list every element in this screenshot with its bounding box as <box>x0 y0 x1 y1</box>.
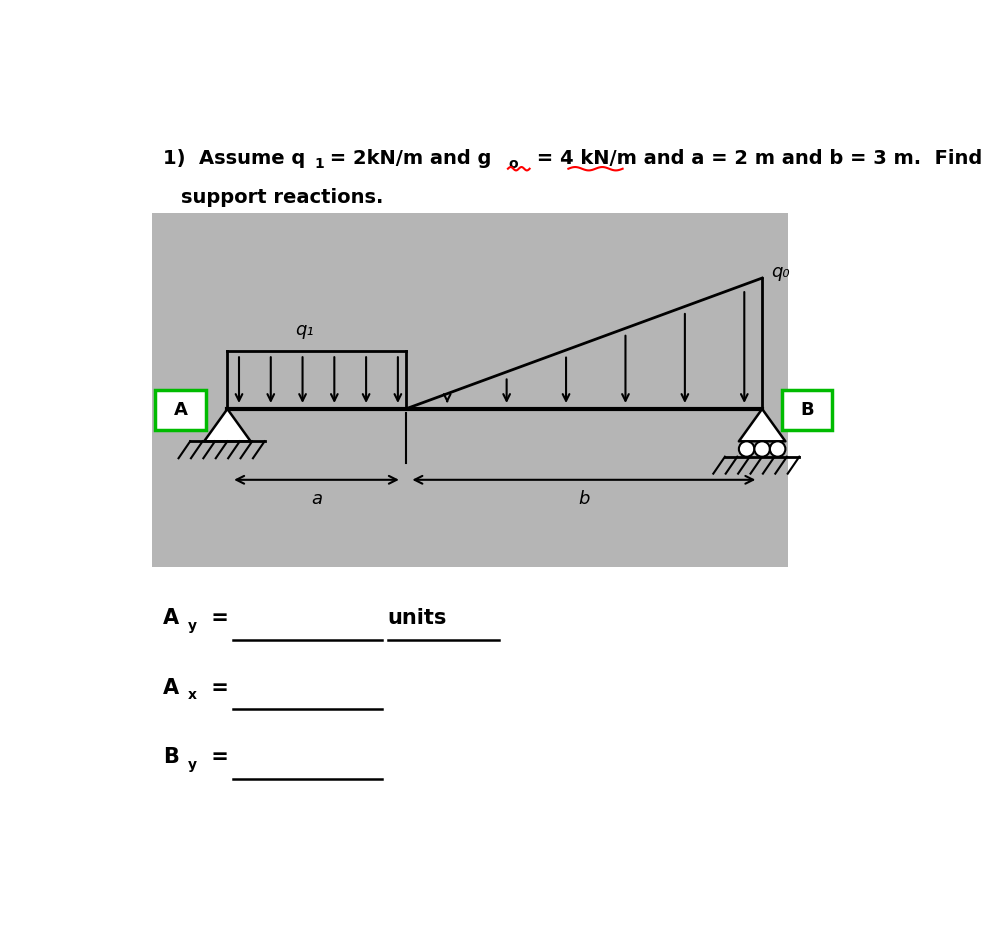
Polygon shape <box>204 409 250 441</box>
Text: A: A <box>174 401 188 419</box>
Text: 1)  Assume q: 1) Assume q <box>163 149 305 168</box>
Text: B: B <box>800 401 813 419</box>
Text: =: = <box>204 678 237 698</box>
Bar <box>782 390 832 430</box>
Text: q₁: q₁ <box>296 321 314 339</box>
Text: q₀: q₀ <box>772 262 791 281</box>
Polygon shape <box>738 409 786 441</box>
Text: support reactions.: support reactions. <box>181 188 383 207</box>
Text: B: B <box>163 747 179 767</box>
Text: =: = <box>204 747 237 767</box>
Circle shape <box>754 441 770 457</box>
Text: = 4 kN/m and a = 2 m and b = 3 m.  Find the: = 4 kN/m and a = 2 m and b = 3 m. Find t… <box>529 149 982 168</box>
Text: a: a <box>311 490 322 508</box>
Text: b: b <box>578 490 589 508</box>
Text: y: y <box>188 758 196 771</box>
Text: A: A <box>163 678 179 698</box>
Text: 1: 1 <box>314 157 324 171</box>
Text: units: units <box>388 608 447 629</box>
Text: =: = <box>204 608 237 629</box>
Text: A: A <box>163 608 179 629</box>
Bar <box>155 390 205 430</box>
Text: = 2kN/m and g: = 2kN/m and g <box>323 149 491 168</box>
Text: o: o <box>508 157 518 171</box>
Circle shape <box>770 441 786 457</box>
Bar <box>152 212 788 566</box>
Circle shape <box>738 441 754 457</box>
Text: y: y <box>188 619 196 633</box>
Text: x: x <box>188 688 196 702</box>
